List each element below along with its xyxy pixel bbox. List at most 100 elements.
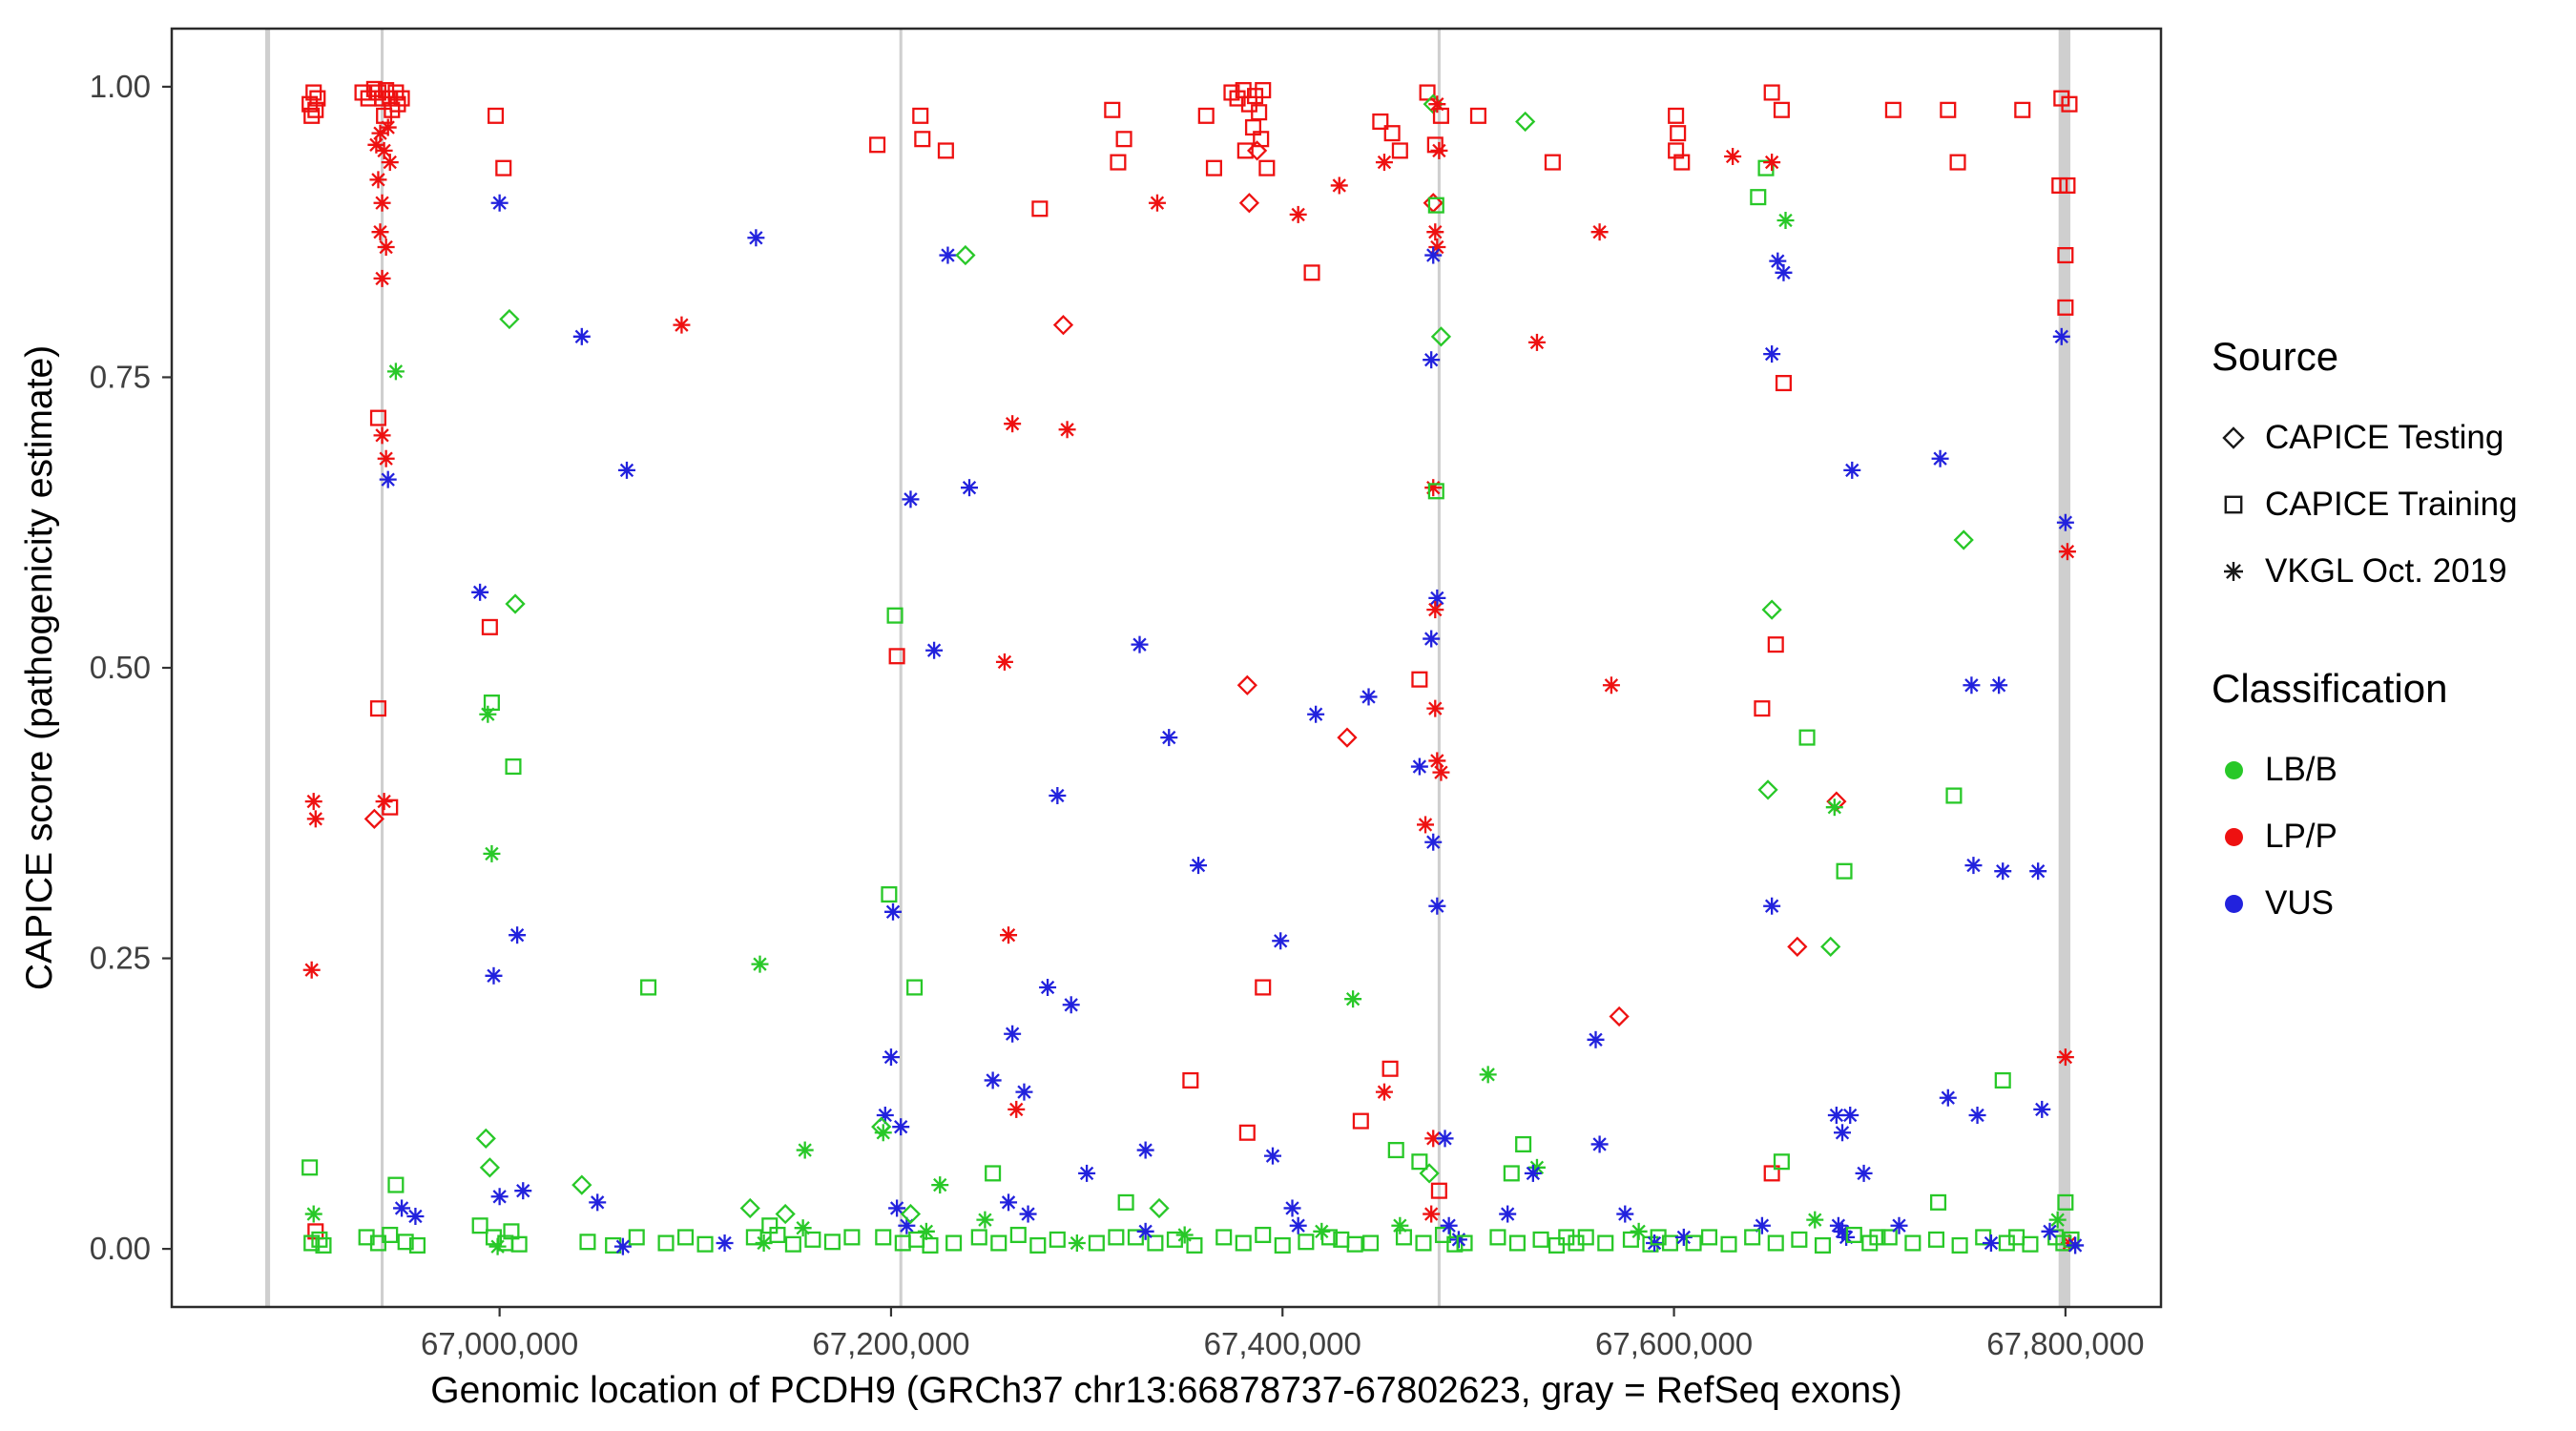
data-point xyxy=(373,269,391,287)
y-tick-label: 0.50 xyxy=(90,650,151,685)
legend-item-vkgl: VKGL Oct. 2019 xyxy=(2212,538,2518,605)
data-point xyxy=(1197,107,1215,124)
data-point xyxy=(1754,700,1771,717)
data-point xyxy=(1415,1234,1432,1252)
data-point xyxy=(1149,1197,1170,1219)
data-point xyxy=(1148,194,1166,212)
data-point xyxy=(307,101,324,118)
data-point xyxy=(1544,154,1561,171)
data-point xyxy=(364,808,384,829)
data-point xyxy=(886,607,904,624)
data-point xyxy=(804,1231,821,1248)
data-point xyxy=(315,1236,332,1254)
data-point xyxy=(775,1203,796,1225)
data-point xyxy=(490,1188,509,1206)
data-point xyxy=(1674,1228,1693,1246)
legend-item-lbb: LB/B xyxy=(2212,736,2518,803)
data-point xyxy=(1423,630,1441,648)
data-point xyxy=(471,1217,488,1234)
data-point xyxy=(306,810,324,828)
data-point xyxy=(1375,1083,1393,1101)
data-point xyxy=(1843,461,1861,479)
data-point xyxy=(1427,197,1444,214)
data-point xyxy=(1205,159,1222,176)
data-point xyxy=(640,979,657,996)
data-point xyxy=(882,1048,900,1067)
data-point xyxy=(1136,1222,1154,1240)
x-tick-label: 67,400,000 xyxy=(1204,1326,1361,1361)
data-point xyxy=(301,1159,319,1176)
data-point xyxy=(1994,1071,2011,1089)
data-point xyxy=(1763,1165,1780,1182)
data-point xyxy=(1951,1236,1968,1254)
refseq-exon-band xyxy=(899,29,903,1307)
data-point xyxy=(1337,727,1358,748)
legend-label-vkgl: VKGL Oct. 2019 xyxy=(2265,552,2507,590)
data-point xyxy=(1238,1124,1256,1141)
data-point xyxy=(955,244,976,266)
data-point xyxy=(479,705,497,723)
data-point xyxy=(657,1234,675,1252)
data-point xyxy=(1904,1234,1922,1252)
refseq-exon-band xyxy=(264,29,271,1307)
data-point xyxy=(1508,1234,1526,1252)
data-point xyxy=(696,1235,714,1253)
data-point xyxy=(1670,125,1687,142)
data-point xyxy=(1236,674,1257,695)
data-point xyxy=(1117,1193,1134,1211)
data-point xyxy=(371,124,389,142)
data-point xyxy=(1423,1205,1441,1223)
data-point xyxy=(1757,779,1778,800)
data-point xyxy=(1763,345,1781,363)
data-point xyxy=(1246,140,1268,161)
legend-item-capice-training: CAPICE Training xyxy=(2212,471,2518,538)
data-point xyxy=(1424,479,1443,497)
data-point xyxy=(510,1235,528,1253)
data-point xyxy=(382,1226,399,1244)
data-point xyxy=(2061,95,2078,113)
data-point xyxy=(1303,264,1320,281)
data-point xyxy=(2008,1229,2025,1246)
data-point xyxy=(481,618,498,635)
data-point xyxy=(369,700,386,717)
data-point xyxy=(1998,1234,2015,1252)
data-point xyxy=(1049,787,1067,804)
data-point xyxy=(485,966,503,985)
data-point xyxy=(1763,897,1781,915)
data-point xyxy=(2029,862,2047,881)
data-point xyxy=(1763,84,1780,101)
data-point xyxy=(1255,82,1272,99)
data-point xyxy=(393,1199,411,1217)
data-point xyxy=(377,238,395,257)
data-point xyxy=(354,84,371,101)
data-point xyxy=(1449,1231,1467,1249)
data-point xyxy=(1004,415,1022,433)
x-axis-title: Genomic location of PCDH9 (GRCh37 chr13:… xyxy=(430,1370,1902,1411)
data-point xyxy=(976,1211,994,1229)
data-point xyxy=(843,1229,861,1246)
data-point xyxy=(406,1207,425,1225)
data-point xyxy=(1360,688,1378,706)
data-point xyxy=(1590,223,1609,241)
data-point xyxy=(1136,1141,1154,1159)
data-point xyxy=(1430,326,1452,347)
data-point xyxy=(2057,247,2074,264)
data-point xyxy=(1062,996,1080,1014)
data-point xyxy=(1568,1234,1585,1252)
data-point xyxy=(1426,699,1444,717)
data-point xyxy=(677,1229,695,1246)
legend-item-lpp: LP/P xyxy=(2212,803,2518,870)
data-point xyxy=(2058,543,2076,561)
data-point xyxy=(892,1118,910,1136)
data-point xyxy=(823,1234,841,1251)
data-point xyxy=(1313,1222,1331,1240)
data-point xyxy=(1953,529,1974,550)
data-point xyxy=(1283,1199,1301,1217)
data-point xyxy=(1524,1164,1542,1182)
data-point xyxy=(1890,1216,1908,1234)
data-point xyxy=(1798,729,1816,746)
data-point xyxy=(377,449,395,467)
data-point xyxy=(1432,763,1450,781)
data-point xyxy=(745,1229,762,1246)
data-point xyxy=(1255,979,1272,996)
